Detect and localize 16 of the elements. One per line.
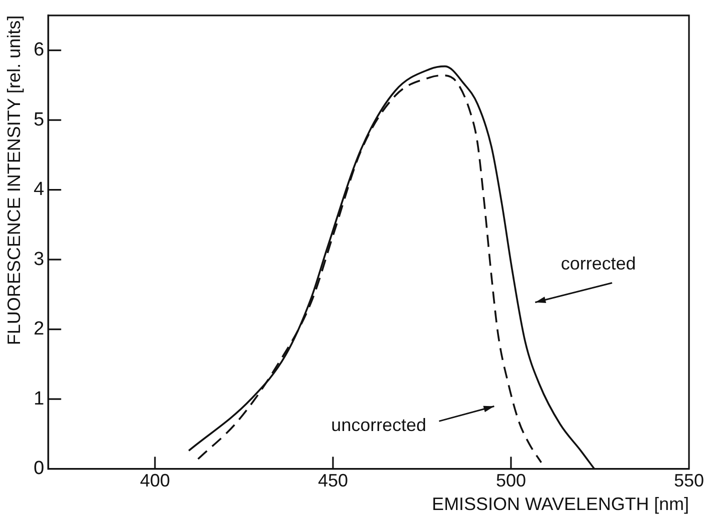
x-tick-label: 400: [140, 470, 170, 491]
y-tick-label: 2: [34, 318, 44, 340]
y-tick-label: 4: [34, 179, 45, 200]
y-tick-label: 1: [34, 388, 44, 410]
line-series: [197, 74, 542, 464]
annotation: corrected: [560, 254, 636, 274]
annotation: uncorrected: [331, 415, 426, 436]
y-tick-label: 5: [34, 109, 44, 130]
x-tick-label: 500: [496, 470, 526, 491]
y-tick-label: 6: [34, 40, 44, 61]
y-axis-title: FLUORESCENCE INTENSITY [rel. units]: [4, 15, 24, 346]
x-axis-title: EMISSION WAVELENGTH [nm]: [432, 494, 689, 514]
x-tick-label: 550: [674, 470, 704, 491]
y-tick-label: 3: [34, 248, 44, 270]
x-tick-label: 450: [318, 470, 348, 491]
y-tick-label: 0: [34, 458, 44, 480]
